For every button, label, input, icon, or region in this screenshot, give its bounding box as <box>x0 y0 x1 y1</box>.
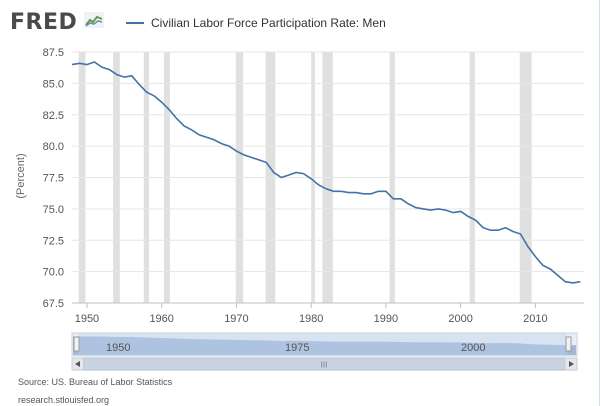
source-note: Source: US. Bureau of Labor Statistics <box>18 377 173 387</box>
navigator-right-handle[interactable] <box>565 336 572 352</box>
y-tick-label: 80.0 <box>43 141 64 153</box>
navigator[interactable]: 1950 1975 2000 <box>71 332 578 357</box>
x-tick-label: 2010 <box>523 313 547 325</box>
x-tick-label: 1970 <box>224 313 248 325</box>
y-tick-label: 75.0 <box>43 204 64 216</box>
legend-swatch <box>126 22 144 24</box>
x-tick-label: 1990 <box>374 313 398 325</box>
grid-lines <box>72 51 584 304</box>
y-tick-label: 82.5 <box>43 110 64 122</box>
y-axis-ticks: 67.5 70.0 72.5 75.0 77.5 80.0 82.5 85.0 87.5 <box>43 47 64 310</box>
navigator-label: 1950 <box>106 342 130 354</box>
x-tick-label: 1950 <box>75 313 99 325</box>
site-link[interactable]: research.stlouisfed.org <box>18 395 110 405</box>
legend-label: Civilian Labor Force Participation Rate:… <box>151 16 386 30</box>
navigator-area <box>73 336 576 355</box>
x-axis-ticks: 1950 1960 1970 1980 1990 2000 2010 <box>75 303 548 325</box>
chart-line-icon <box>84 12 104 28</box>
legend[interactable]: Civilian Labor Force Participation Rate:… <box>126 16 386 30</box>
y-tick-label: 85.0 <box>43 78 64 90</box>
x-tick-label: 2000 <box>448 313 472 325</box>
arrow-right-icon <box>569 361 574 367</box>
x-tick-label: 1980 <box>299 313 323 325</box>
scrollbar-grip-icon: III <box>321 361 328 370</box>
scrollbar[interactable]: III <box>71 357 578 371</box>
y-tick-label: 70.0 <box>43 267 64 279</box>
y-tick-label: 77.5 <box>43 173 64 185</box>
series-line <box>71 61 581 284</box>
fred-logo[interactable]: FRED <box>10 10 78 35</box>
y-tick-label: 67.5 <box>43 298 64 310</box>
x-tick-label: 1960 <box>149 313 173 325</box>
y-axis-label: (Percent) <box>15 153 27 198</box>
navigator-label: 1975 <box>285 342 309 354</box>
y-tick-label: 87.5 <box>43 47 64 59</box>
navigator-label: 2000 <box>461 342 485 354</box>
arrow-left-icon <box>75 361 80 367</box>
y-tick-label: 72.5 <box>43 235 64 247</box>
navigator-left-handle[interactable] <box>73 336 80 352</box>
